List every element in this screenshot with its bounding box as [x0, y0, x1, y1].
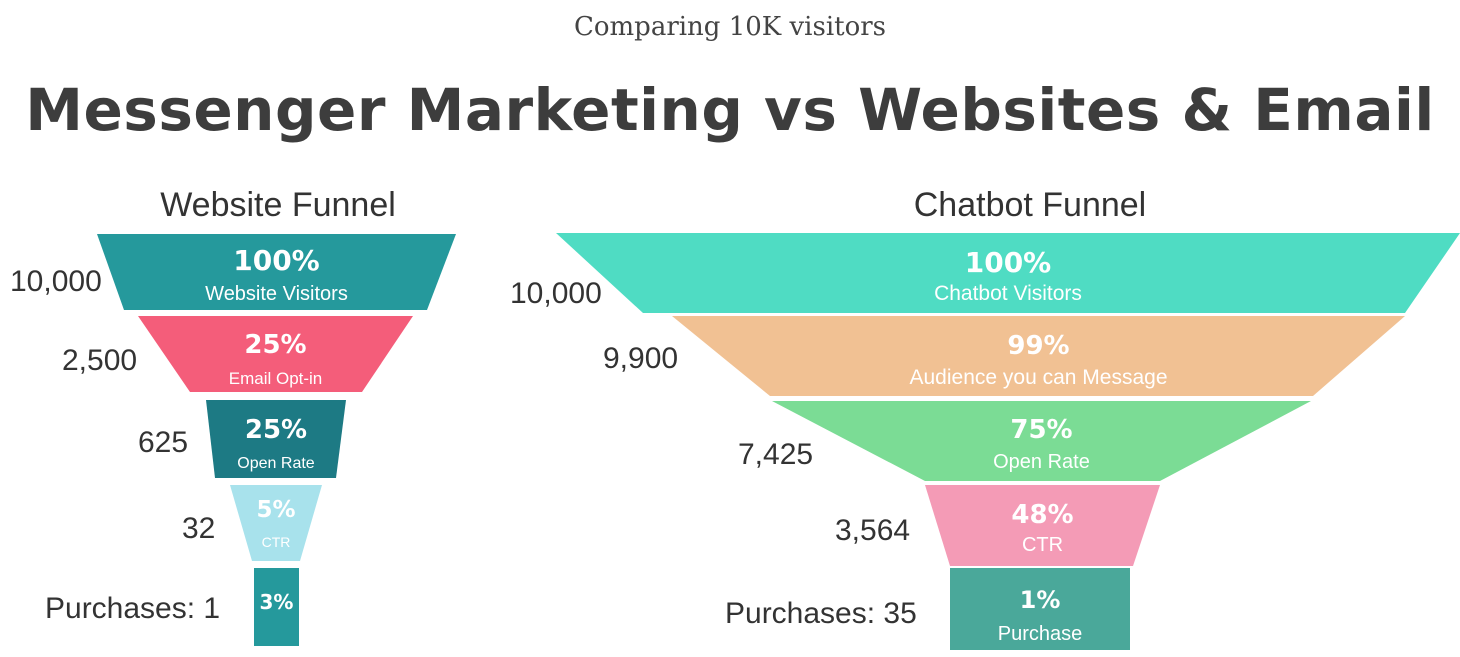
chatbot-stage-label-1: Chatbot Visitors [934, 282, 1082, 305]
chatbot-stage-count-3: 7,425 [738, 438, 813, 471]
website-stage-percent-3: 25% [245, 415, 307, 445]
main-title: Messenger Marketing vs Websites & Email [25, 76, 1435, 144]
chatbot-stage-count-5: Purchases: 35 [725, 597, 917, 630]
website-stage-count-3: 625 [138, 426, 188, 459]
chatbot-stage-label-4: CTR [1022, 534, 1063, 556]
chatbot-funnel-stage-2 [672, 316, 1405, 396]
website-stage-label-2: Email Opt-in [229, 369, 323, 388]
chatbot-funnel-title: Chatbot Funnel [914, 186, 1147, 224]
website-stage-percent-5: 3% [260, 590, 294, 614]
website-funnel-stage-4 [230, 485, 322, 561]
website-stage-percent-4: 5% [256, 497, 295, 523]
chatbot-stage-percent-4: 48% [1011, 500, 1073, 530]
chatbot-stage-label-2: Audience you can Message [910, 366, 1168, 389]
website-stage-count-1: 10,000 [10, 265, 102, 298]
website-stage-label-3: Open Rate [237, 455, 314, 472]
website-funnel-stage-1 [97, 234, 456, 310]
chatbot-stage-count-1: 10,000 [510, 277, 602, 310]
chatbot-funnel-stage-4 [925, 485, 1160, 566]
chatbot-stage-count-4: 3,564 [835, 514, 910, 547]
chatbot-stage-percent-2: 99% [1007, 331, 1069, 361]
chatbot-funnel-stage-5 [950, 568, 1130, 650]
website-stage-label-1: Website Visitors [205, 283, 348, 305]
chatbot-stage-percent-3: 75% [1010, 415, 1072, 445]
chatbot-funnel-stage-1 [556, 233, 1460, 313]
website-funnel-stage-3 [206, 400, 346, 478]
chatbot-stage-percent-1: 100% [965, 246, 1052, 279]
website-stage-label-4: CTR [262, 534, 291, 550]
website-stage-count-2: 2,500 [62, 344, 137, 377]
website-stage-count-5: Purchases: 1 [45, 592, 220, 625]
website-stage-percent-2: 25% [244, 330, 306, 360]
subtitle: Comparing 10K visitors [573, 12, 887, 42]
chatbot-funnel-stage-3 [772, 401, 1311, 481]
chatbot-stage-label-3: Open Rate [993, 451, 1090, 473]
website-stage-count-4: 32 [182, 512, 215, 545]
chatbot-stage-percent-5: 1% [1020, 586, 1061, 614]
website-funnel-title: Website Funnel [160, 186, 396, 224]
website-funnel-stage-5 [254, 568, 299, 646]
website-stage-percent-1: 100% [233, 244, 320, 277]
website-funnel-stage-2 [138, 316, 413, 392]
chatbot-stage-count-2: 9,900 [603, 342, 678, 375]
chatbot-stage-label-5: Purchase [998, 623, 1083, 645]
